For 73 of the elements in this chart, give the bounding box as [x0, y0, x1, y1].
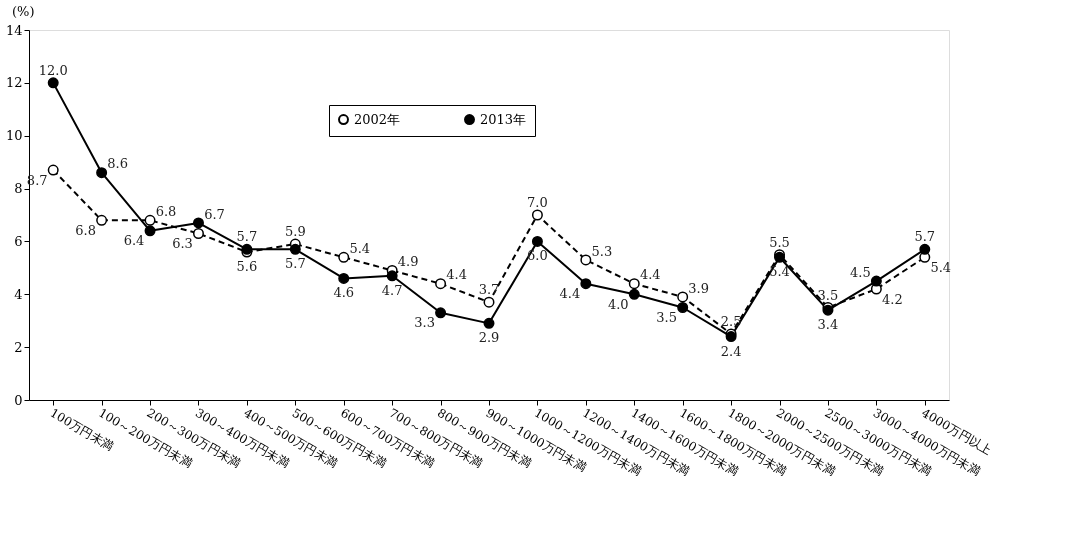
data-label: 5.7 — [284, 256, 306, 272]
point — [47, 77, 59, 89]
data-label: 5.7 — [236, 229, 258, 245]
data-label: 4.4 — [639, 267, 661, 283]
point — [531, 209, 543, 221]
point — [435, 278, 447, 290]
data-label: 2.9 — [478, 330, 500, 346]
data-label: 3.4 — [817, 317, 839, 333]
data-label: 4.4 — [559, 286, 581, 302]
point — [289, 243, 301, 255]
point — [192, 217, 204, 229]
point — [531, 235, 543, 247]
data-label: 5.3 — [591, 243, 613, 259]
y-tick-label: 12 — [5, 75, 23, 91]
y-tick-label: 6 — [14, 233, 23, 249]
data-label: 2.4 — [720, 343, 742, 359]
data-label: 6.4 — [123, 233, 145, 249]
point — [144, 225, 156, 237]
data-label: 4.7 — [381, 282, 403, 298]
data-label: 5.7 — [914, 229, 936, 245]
y-tick-label: 0 — [14, 392, 23, 408]
point — [677, 291, 689, 303]
data-label: 3.7 — [478, 282, 500, 298]
data-label: 3.5 — [817, 287, 839, 303]
y-tick-label: 2 — [14, 339, 23, 355]
data-label: 4.5 — [850, 264, 871, 280]
point — [47, 164, 59, 176]
y-tick-label: 10 — [5, 128, 23, 144]
y-tick-label: 4 — [14, 286, 23, 302]
point — [919, 243, 931, 255]
point — [580, 254, 592, 266]
data-label: 5.5 — [769, 234, 790, 250]
data-label: 12.0 — [38, 62, 68, 78]
data-label: 6.8 — [155, 203, 177, 219]
point — [192, 228, 204, 239]
point — [677, 302, 689, 313]
data-label: 3.5 — [656, 310, 678, 325]
point — [483, 296, 495, 308]
data-label: 5.6 — [236, 259, 258, 274]
point — [338, 251, 350, 263]
point — [386, 270, 398, 282]
data-label: 5.4 — [349, 240, 371, 256]
data-label: 4.6 — [333, 285, 355, 301]
y-tick-label: 8 — [14, 181, 23, 197]
point — [628, 278, 640, 290]
point — [870, 275, 882, 287]
data-label: 4.9 — [397, 254, 419, 270]
data-label: 4.0 — [607, 296, 629, 312]
y-axis-title: (%) — [12, 3, 35, 19]
point — [628, 288, 640, 300]
legend-label: 2002年 — [354, 111, 401, 127]
point — [144, 214, 156, 226]
data-label: 8.6 — [107, 156, 128, 172]
data-label: 6.7 — [204, 206, 225, 222]
data-label: 6.8 — [75, 222, 96, 238]
data-label: 6.0 — [527, 248, 548, 264]
data-label: 4.4 — [446, 267, 467, 283]
data-label: 5.4 — [769, 264, 790, 280]
data-label: 7.0 — [527, 195, 548, 210]
data-label: 5.4 — [930, 259, 952, 275]
y-tick-label: 14 — [5, 22, 23, 38]
data-label: 4.2 — [882, 291, 903, 307]
point — [338, 272, 350, 284]
data-label: 3.3 — [414, 315, 435, 331]
point — [96, 167, 108, 179]
data-label: 6.3 — [172, 236, 193, 251]
point — [580, 278, 592, 290]
point — [96, 214, 108, 226]
point — [483, 317, 495, 329]
legend-label: 2013年 — [480, 111, 527, 127]
data-label: 3.9 — [688, 280, 710, 296]
point — [435, 307, 447, 319]
data-label: 5.9 — [284, 224, 306, 240]
